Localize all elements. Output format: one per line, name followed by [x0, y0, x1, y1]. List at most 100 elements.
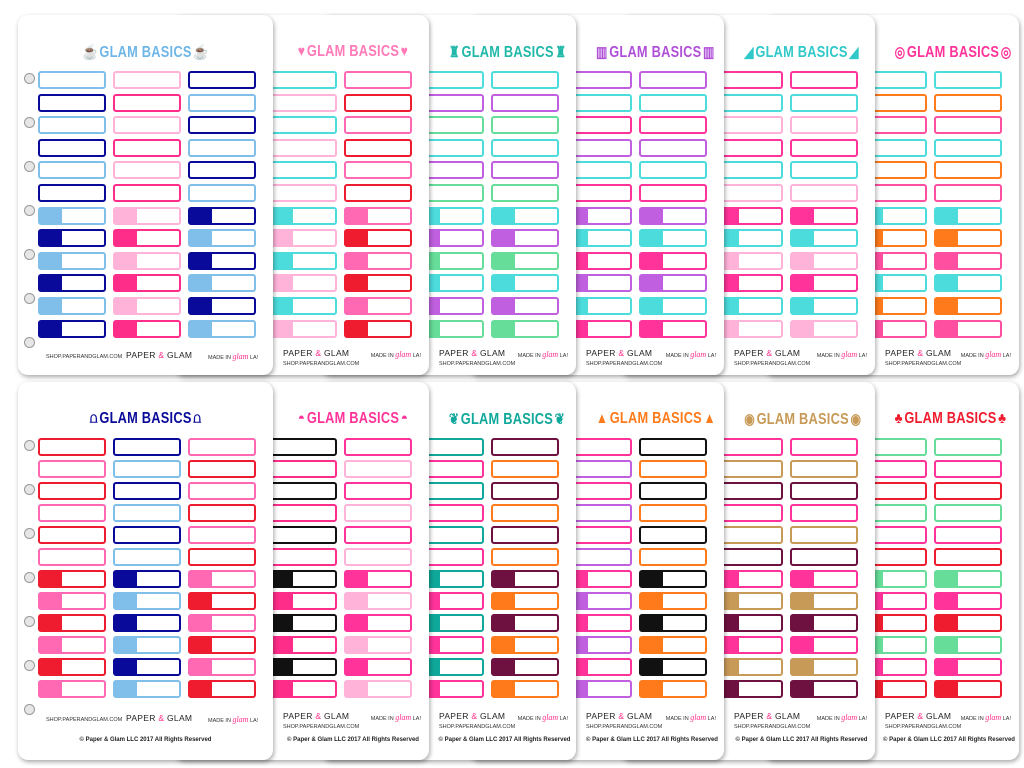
- sticker-box: [639, 614, 707, 632]
- sticker-box-fill: [271, 231, 293, 246]
- sticker-box-fill: [936, 231, 958, 246]
- sticker-box-fill: [115, 594, 137, 608]
- sticker-box: [38, 636, 106, 654]
- sticker-box: [491, 592, 559, 610]
- sticker-box-fill: [271, 253, 293, 268]
- sticker-box: [790, 71, 858, 89]
- brand-right: GLAM: [624, 711, 653, 721]
- sticker-box: [790, 504, 858, 522]
- sticker-box-fill: [346, 682, 368, 696]
- sticker-box-fill: [271, 616, 293, 630]
- bikini-icon: ⩍: [193, 410, 202, 427]
- sticker-box: [715, 116, 783, 135]
- sheet-title: ◢GLAM BASICS ◢: [743, 43, 861, 62]
- sticker-box: [188, 658, 256, 676]
- brand-right: GLAM: [321, 348, 350, 358]
- sticker-box-fill: [493, 208, 515, 223]
- brand-amp: &: [917, 711, 924, 721]
- flip-flops-icon: ❦: [448, 411, 460, 428]
- sticker-box-fill: [936, 638, 958, 652]
- made-la-text: LA!: [857, 353, 867, 359]
- sticker-box: [639, 274, 707, 293]
- sticker-box-fill: [641, 321, 663, 336]
- sticker-box: [491, 297, 559, 315]
- sticker-box: [344, 184, 412, 202]
- sticker-box: [934, 297, 1002, 315]
- sticker-box: [344, 526, 412, 544]
- sticker-box-fill: [792, 321, 814, 336]
- brand-right: GLAM: [164, 350, 193, 360]
- sticker-box: [344, 116, 412, 135]
- sheet-title-text: GLAM BASICS: [755, 44, 848, 61]
- sticker-box: [491, 658, 559, 676]
- made-la-text: LA!: [411, 716, 421, 722]
- binder-hole: [24, 117, 35, 128]
- made-in-text: MADE IN: [208, 718, 233, 724]
- sticker-box: [790, 138, 858, 157]
- made-in-text: MADE IN: [960, 353, 986, 359]
- shop-url: SHOP.PAPERANDGLAM.COM: [439, 724, 516, 730]
- sticker-box: [715, 680, 783, 698]
- sticker-box: [269, 93, 337, 112]
- sticker-box: [790, 592, 858, 610]
- sticker-box: [188, 680, 256, 698]
- sticker-box: [344, 161, 412, 180]
- sticker-box: [491, 93, 559, 112]
- made-in-la: MADE IN glam LA!: [371, 713, 421, 722]
- sticker-box: [934, 438, 1002, 456]
- sticker-box: [639, 482, 707, 500]
- sheet-title-text: GLAM BASICS: [906, 44, 1000, 61]
- sticker-box-fill: [936, 253, 958, 268]
- binder-hole: [24, 616, 35, 627]
- made-in-la: MADE IN glam LA!: [666, 713, 716, 722]
- sheet-title-text: GLAM BASICS: [99, 44, 192, 61]
- sticker-box: [269, 229, 337, 248]
- binder-hole: [24, 205, 35, 216]
- made-in-la: MADE IN glam LA!: [961, 350, 1011, 359]
- sticker-box: [344, 570, 412, 588]
- binder-hole: [24, 484, 35, 495]
- sticker-box: [934, 548, 1002, 566]
- sticker-box: [344, 251, 412, 270]
- brand-name: PAPER & GLAM: [734, 711, 800, 721]
- sticker-box: [113, 274, 181, 293]
- sticker-box-fill: [346, 616, 368, 630]
- brand-name: PAPER & GLAM: [439, 711, 505, 721]
- sticker-box: [113, 116, 181, 135]
- brand-name: PAPER & GLAM: [126, 350, 192, 360]
- binder-hole: [24, 528, 35, 539]
- sticker-box-fill: [641, 208, 663, 223]
- sticker-box-fill: [40, 638, 62, 652]
- witch-hat-icon: ▲: [596, 410, 609, 427]
- flip-flops-icon: ❦: [554, 411, 565, 428]
- sticker-box: [639, 138, 707, 157]
- sticker-box: [38, 93, 106, 112]
- sticker-box-fill: [936, 299, 958, 313]
- watermelon-icon: ◓: [400, 410, 409, 427]
- sticker-box-fill: [792, 231, 814, 246]
- made-la-text: LA!: [1001, 353, 1011, 359]
- sticker-box-fill: [641, 572, 663, 586]
- sticker-box-fill: [40, 594, 62, 608]
- sticker-box: [113, 614, 181, 632]
- sticker-box-fill: [271, 276, 293, 291]
- sticker-box: [715, 297, 783, 315]
- sticker-box: [269, 570, 337, 588]
- sticker-box: [344, 658, 412, 676]
- sticker-box: [790, 570, 858, 588]
- sticker-box: [491, 680, 559, 698]
- brand-name: PAPER & GLAM: [283, 711, 349, 721]
- sticker-box: [491, 319, 559, 338]
- sticker-box: [188, 184, 256, 202]
- sticker-box: [934, 93, 1002, 112]
- sticker-box-fill: [641, 594, 663, 608]
- sheet-title-text: GLAM BASICS: [904, 410, 997, 427]
- sticker-box: [715, 229, 783, 248]
- sheet-title: ◓ GLAM BASICS ◓: [292, 410, 414, 428]
- clover-icon: ♣: [998, 410, 1007, 427]
- made-la-text: LA!: [706, 716, 716, 722]
- sticker-box-fill: [641, 299, 663, 313]
- sticker-box: [934, 636, 1002, 654]
- sticker-box: [934, 319, 1002, 338]
- sticker-box: [715, 274, 783, 293]
